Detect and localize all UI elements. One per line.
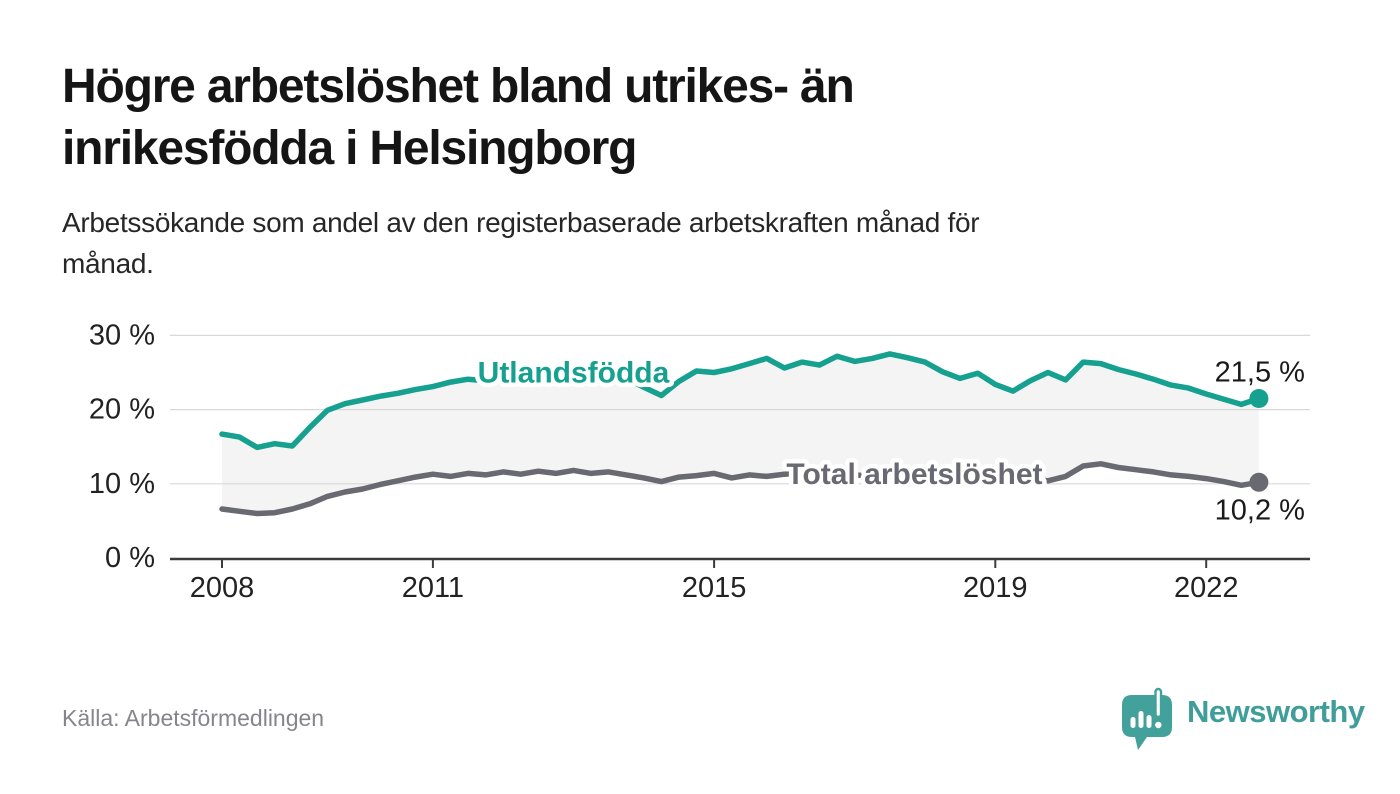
x-tick-label: 2008 (190, 572, 255, 604)
x-tick-label: 2015 (682, 572, 747, 604)
x-tick-label: 2019 (963, 572, 1028, 604)
x-tick-label: 2022 (1174, 572, 1239, 604)
logo-bar-short-icon (1130, 717, 1136, 728)
series-line-total (219, 461, 1262, 517)
brand-logo: Newsworthy (1117, 686, 1365, 752)
x-tick-labels-group: 2008 2011 2015 2019 2022 (190, 572, 1239, 604)
source-note: Källa: Arbetsförmedlingen (62, 705, 325, 731)
y-tick-label: 20 % (89, 394, 155, 426)
end-value-label: 10,2 % (1215, 494, 1305, 526)
series-gap-band (222, 353, 1259, 514)
page-subtitle: Arbetssökande som andel av den registerb… (62, 207, 980, 279)
newsworthy-logo-icon (1122, 687, 1172, 750)
series-end-dot (1249, 389, 1269, 408)
axis-group (170, 557, 1310, 568)
page-title: Högre arbetslöshet bland utrikes- än inr… (62, 60, 855, 175)
y-tick-labels-group: 0 % 10 % 20 % 30 % (89, 319, 155, 574)
brand-wordmark: Newsworthy (1187, 694, 1365, 729)
x-tick-label: 2011 (402, 572, 464, 604)
series-band-group (222, 353, 1259, 514)
series-lines-group (219, 351, 1262, 517)
series-end-dot (1249, 472, 1269, 492)
logo-bar-tall-icon (1138, 711, 1144, 728)
logo-bar-mid-icon (1146, 715, 1152, 728)
gridlines-group (170, 334, 1310, 485)
end-value-labels-group: 21,5 % 10,2 % (1215, 356, 1305, 526)
series-inline-label: Total arbetslöshet (786, 458, 1042, 491)
end-value-label: 21,5 % (1215, 356, 1305, 388)
logo-exclamation-dot-icon (1155, 721, 1162, 729)
series-labels-group: Utlandsfödda Total arbetslöshet (473, 352, 1047, 496)
series-line-utlandsfodda (219, 351, 1262, 451)
y-tick-label: 30 % (89, 319, 155, 351)
series-inline-label: Utlandsfödda (478, 357, 670, 390)
y-tick-label: 10 % (89, 468, 155, 500)
series-end-dots-group (1249, 389, 1269, 492)
y-tick-label: 0 % (105, 542, 155, 574)
logo-exclamation-bar-icon (1154, 687, 1163, 719)
